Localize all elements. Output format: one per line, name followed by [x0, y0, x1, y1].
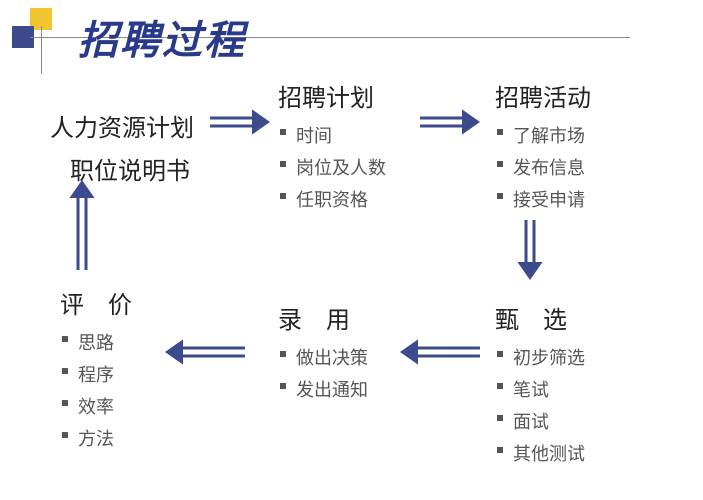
bullet-item: 了解市场 — [495, 119, 591, 151]
bullet-item: 程序 — [60, 358, 132, 390]
bullet-item: 发布信息 — [495, 151, 591, 183]
bullet-item: 思路 — [60, 326, 132, 358]
node-bullets: 了解市场发布信息接受申请 — [495, 119, 591, 215]
page-title: 招聘过程 — [78, 8, 246, 66]
arrow-sel-to-hire — [400, 334, 480, 370]
bullet-item: 岗位及人数 — [278, 151, 386, 183]
node-bullets: 初步筛选笔试面试其他测试 — [495, 341, 585, 469]
bullet-item: 做出决策 — [278, 341, 368, 373]
bullet-item: 发出通知 — [278, 373, 368, 405]
arrow-eval-to-hr — [64, 180, 100, 270]
bullet-item: 时间 — [278, 119, 386, 151]
bullet-item: 笔试 — [495, 373, 585, 405]
node-title: 录 用 — [278, 300, 368, 335]
node-title: 招聘活动 — [495, 78, 591, 113]
arrow-act-to-sel — [512, 220, 548, 280]
bullet-item: 效率 — [60, 390, 132, 422]
node-title: 评 价 — [60, 285, 132, 320]
node-bullets: 时间岗位及人数任职资格 — [278, 119, 386, 215]
bullet-item: 方法 — [60, 422, 132, 454]
bullet-item: 初步筛选 — [495, 341, 585, 373]
node-hr-plan: 人力资源计划 职位说明书 — [50, 108, 194, 186]
node-recruit-activity: 招聘活动 了解市场发布信息接受申请 — [495, 78, 591, 215]
bullet-item: 面试 — [495, 405, 585, 437]
node-recruit-plan: 招聘计划 时间岗位及人数任职资格 — [278, 78, 386, 215]
node-hire: 录 用 做出决策发出通知 — [278, 300, 368, 405]
bullet-item: 任职资格 — [278, 183, 386, 215]
node-hr-line1: 人力资源计划 — [50, 108, 194, 143]
node-title: 甄 选 — [495, 300, 585, 335]
title-decoration — [12, 8, 72, 68]
node-bullets: 思路程序效率方法 — [60, 326, 132, 454]
arrow-hire-to-eval — [165, 334, 245, 370]
node-bullets: 做出决策发出通知 — [278, 341, 368, 405]
bullet-item: 其他测试 — [495, 437, 585, 469]
node-selection: 甄 选 初步筛选笔试面试其他测试 — [495, 300, 585, 469]
arrow-plan-to-act — [420, 104, 480, 140]
node-evaluate: 评 价 思路程序效率方法 — [60, 285, 132, 454]
arrow-hr-to-plan — [210, 104, 270, 140]
node-title: 招聘计划 — [278, 78, 386, 113]
bullet-item: 接受申请 — [495, 183, 591, 215]
